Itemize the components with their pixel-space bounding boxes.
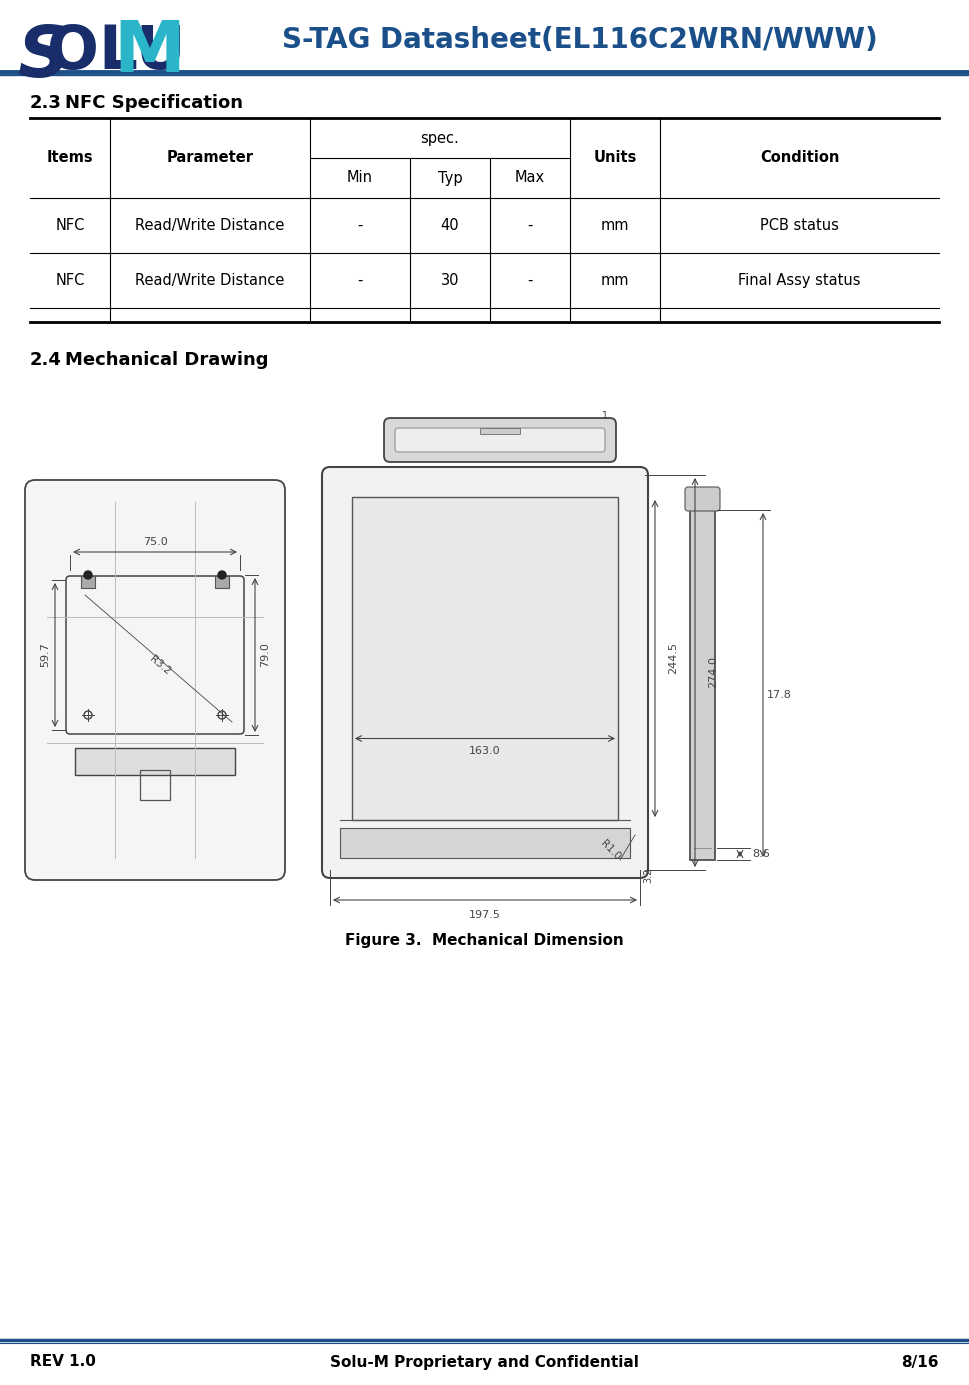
- Text: -: -: [527, 217, 533, 233]
- Text: Units: Units: [593, 151, 637, 165]
- Text: NFC Specification: NFC Specification: [65, 94, 243, 112]
- FancyBboxPatch shape: [384, 418, 616, 463]
- Text: 197.5: 197.5: [469, 910, 501, 920]
- Text: NFC: NFC: [55, 273, 84, 288]
- Text: 2.3: 2.3: [30, 94, 62, 112]
- Text: Typ: Typ: [438, 170, 462, 186]
- Text: 1: 1: [602, 411, 609, 421]
- Text: M: M: [113, 18, 185, 86]
- Bar: [81, 576, 95, 589]
- Text: 59.7: 59.7: [40, 643, 50, 668]
- Bar: [352, 497, 618, 820]
- FancyBboxPatch shape: [25, 481, 285, 879]
- Text: Parameter: Parameter: [167, 151, 254, 165]
- Text: -: -: [358, 273, 362, 288]
- Text: 30: 30: [441, 273, 459, 288]
- Text: S-TAG Datasheet(EL116C2WRN/WWW): S-TAG Datasheet(EL116C2WRN/WWW): [282, 26, 878, 54]
- Text: Read/Write Distance: Read/Write Distance: [136, 217, 285, 233]
- Circle shape: [218, 571, 226, 579]
- Text: spec.: spec.: [421, 130, 459, 145]
- Text: NFC: NFC: [55, 217, 84, 233]
- Bar: [215, 576, 229, 589]
- Circle shape: [84, 571, 92, 579]
- Text: REV 1.0: REV 1.0: [30, 1355, 96, 1370]
- FancyBboxPatch shape: [322, 467, 648, 878]
- Bar: [140, 770, 170, 801]
- Text: R1.0: R1.0: [598, 838, 622, 861]
- Text: Items: Items: [47, 151, 93, 165]
- Text: 79.0: 79.0: [260, 643, 270, 668]
- Text: PCB status: PCB status: [760, 217, 839, 233]
- Text: Solu-M Proprietary and Confidential: Solu-M Proprietary and Confidential: [329, 1355, 639, 1370]
- Text: -: -: [527, 273, 533, 288]
- Bar: [690, 490, 715, 860]
- Text: Final Assy status: Final Assy status: [738, 273, 860, 288]
- Text: mm: mm: [601, 217, 629, 233]
- Text: S: S: [18, 24, 70, 93]
- Text: 8.6: 8.6: [752, 849, 769, 859]
- Bar: [75, 748, 235, 776]
- Text: 75.0: 75.0: [142, 537, 168, 547]
- Text: 17.8: 17.8: [767, 690, 792, 699]
- Text: 274.0: 274.0: [708, 656, 718, 688]
- Text: 40: 40: [441, 217, 459, 233]
- FancyBboxPatch shape: [395, 428, 605, 452]
- Text: Figure 3.  Mechanical Dimension: Figure 3. Mechanical Dimension: [345, 932, 623, 947]
- Text: Min: Min: [347, 170, 373, 186]
- Text: OLU: OLU: [47, 22, 185, 82]
- Text: Read/Write Distance: Read/Write Distance: [136, 273, 285, 288]
- FancyBboxPatch shape: [685, 488, 720, 511]
- Text: Mechanical Drawing: Mechanical Drawing: [65, 350, 268, 368]
- Text: 3.2: 3.2: [643, 867, 653, 882]
- Text: 163.0: 163.0: [469, 745, 501, 755]
- Bar: [340, 828, 630, 857]
- Text: 244.5: 244.5: [668, 643, 678, 674]
- Text: Max: Max: [515, 170, 545, 186]
- Text: 8/16: 8/16: [901, 1355, 939, 1370]
- Text: Condition: Condition: [760, 151, 839, 165]
- Text: 2.4: 2.4: [30, 350, 62, 368]
- Text: mm: mm: [601, 273, 629, 288]
- Text: R3.2: R3.2: [147, 654, 172, 676]
- Text: -: -: [358, 217, 362, 233]
- Bar: [480, 428, 520, 434]
